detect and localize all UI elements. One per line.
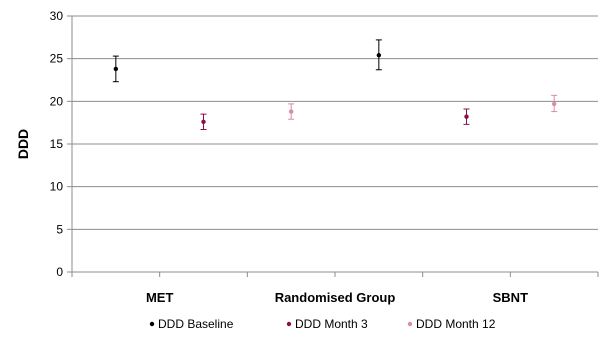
legend-label: DDD Month 3 (295, 317, 368, 331)
legend-item: DDD Month 3 (286, 317, 368, 331)
series-ddd-baseline (112, 39, 382, 83)
x-category-labels: MET Randomised Group SBNT (146, 290, 528, 305)
y-tick-label: 10 (50, 180, 64, 194)
y-tick-label: 15 (50, 137, 64, 151)
x-category-label: SBNT (493, 290, 528, 305)
legend-marker (407, 321, 413, 327)
legend-item: DDD Baseline (149, 317, 234, 331)
legend-item: DDD Month 12 (407, 317, 496, 331)
legend-label: DDD Month 12 (416, 317, 496, 331)
legend-marker (286, 321, 292, 327)
data-point (201, 119, 206, 125)
data-points (112, 39, 558, 130)
x-category-label: MET (146, 290, 174, 305)
y-tick-label: 5 (56, 222, 63, 236)
gridlines (72, 15, 598, 230)
legend-marker (149, 321, 155, 327)
series-ddd-month-3 (200, 108, 470, 130)
x-category-label: Randomised Group (275, 290, 396, 305)
legend-label: DDD Baseline (158, 317, 234, 331)
data-point (376, 53, 382, 58)
legend: DDD Baseline DDD Month 3 DDD Month 12 (149, 317, 496, 331)
y-tick-label: 25 (50, 52, 64, 66)
data-point (464, 114, 469, 119)
y-tick-label: 0 (56, 265, 63, 279)
data-point (113, 66, 119, 72)
data-point (288, 109, 294, 114)
y-tick-label: 20 (50, 94, 64, 108)
axes (67, 15, 599, 277)
y-axis-label: DDD (15, 129, 31, 159)
y-tick-label: 30 (50, 9, 64, 23)
series-ddd-month-12 (288, 94, 558, 120)
data-point (551, 101, 557, 107)
y-tick-labels: 0 5 10 15 20 25 30 (50, 9, 64, 279)
